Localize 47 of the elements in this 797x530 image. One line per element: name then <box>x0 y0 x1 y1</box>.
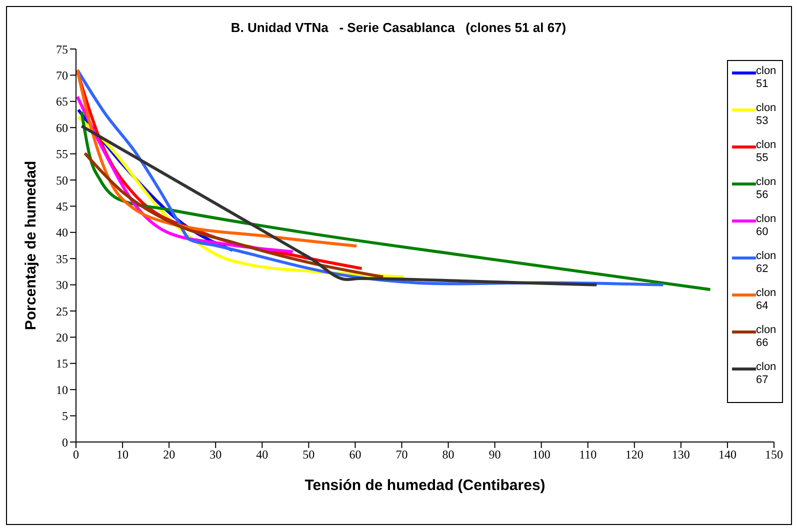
x-axis-title: Tensión de humedad (Centibares) <box>304 477 546 494</box>
legend-label: clon 55 <box>756 139 778 165</box>
y-tick-label: 70 <box>56 68 68 82</box>
chart-title: B. Unidad VTNa - Serie Casablanca (clones 51 al 67) <box>230 20 568 35</box>
x-tick-label: 50 <box>302 448 315 462</box>
line-series <box>80 124 598 286</box>
x-tick-label: 0 <box>73 448 79 462</box>
x-tick-label: 110 <box>579 448 597 462</box>
y-tick-label: 60 <box>56 120 68 135</box>
x-tick-label: 120 <box>625 448 644 462</box>
y-tick-label: 55 <box>56 147 68 162</box>
legend-label: clon 62 <box>756 250 778 276</box>
y-tick-label: 35 <box>56 252 68 266</box>
line-series <box>80 110 712 292</box>
x-tick-label: 100 <box>532 448 550 462</box>
legend-label: clon 66 <box>756 324 778 350</box>
x-tick-label: 130 <box>672 448 690 462</box>
y-tick-label: 50 <box>56 173 68 188</box>
y-tick-label: 15 <box>56 356 68 371</box>
y-tick-label: 25 <box>56 304 68 318</box>
x-tick-label: 30 <box>210 448 222 462</box>
legend-label: clon 51 <box>756 65 778 91</box>
legend-label: clon 53 <box>756 102 778 128</box>
x-tick-label: 90 <box>488 448 501 462</box>
line-series <box>83 152 385 278</box>
x-tick-label: 10 <box>116 448 129 462</box>
legend-label: clon 56 <box>756 176 778 202</box>
y-tick-label: 75 <box>56 42 68 56</box>
legend-label: clon 67 <box>756 361 778 387</box>
x-tick-label: 150 <box>765 448 783 462</box>
x-tick-label: 40 <box>256 448 268 462</box>
y-tick-label: 30 <box>56 278 68 292</box>
x-tick-label: 70 <box>396 448 408 462</box>
y-tick-label: 5 <box>62 409 68 424</box>
x-tick-label: 140 <box>718 448 736 462</box>
legend-label: clon 60 <box>756 213 778 239</box>
x-tick-label: 60 <box>349 448 362 462</box>
y-tick-label: 65 <box>56 94 68 109</box>
y-tick-label: 40 <box>56 226 68 240</box>
y-tick-label: 0 <box>62 435 68 450</box>
y-tick-label: 10 <box>56 382 68 397</box>
y-tick-label: 45 <box>56 199 68 214</box>
y-tick-label: 20 <box>56 330 68 344</box>
y-axis-title: Porcentaje de humedad <box>22 160 40 330</box>
legend-label: clon 64 <box>756 287 778 313</box>
x-tick-label: 80 <box>442 448 454 462</box>
x-tick-label: 20 <box>163 448 176 462</box>
